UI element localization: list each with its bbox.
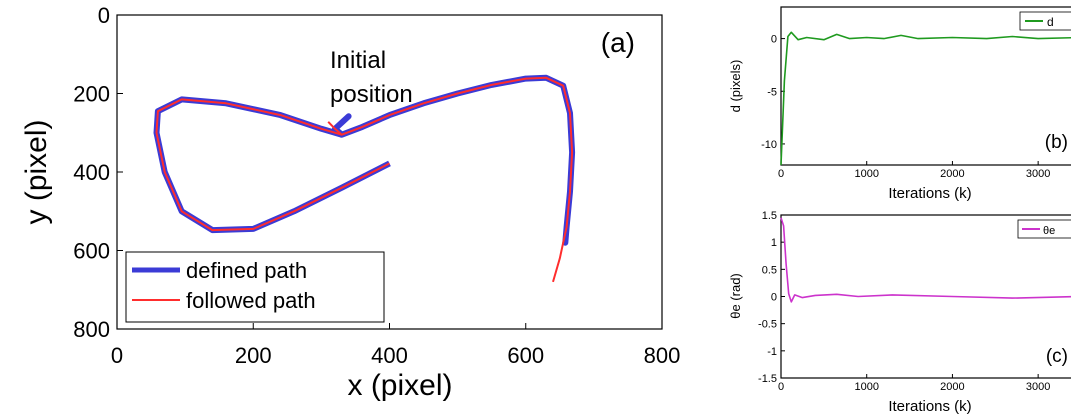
panel-a-y-ticks: 0 200 400 600 800: [73, 3, 123, 342]
panel-a-x-tick-label: 0: [111, 343, 123, 368]
panel-c-y-tick-label: -1.5: [758, 373, 777, 385]
panel-c-y-tick-label: 0: [771, 292, 777, 304]
followed-path-line: [327, 76, 574, 283]
panel-c: 0 1000 2000 3000 1.5 1 0.5 0 -0.5 -1 -1.5 Iterati…: [728, 210, 1071, 415]
panel-a-y-tick-label: 0: [98, 3, 110, 28]
panel-a-x-tick-label: 400: [371, 343, 408, 368]
panel-b-x-axis-label: Iterations (k): [888, 185, 971, 202]
panel-c-plot-lines: [780, 217, 1071, 303]
panel-a-x-tick-label: 600: [507, 343, 544, 368]
panel-b-x-tick-label: 3000: [1026, 168, 1050, 180]
panel-a-y-tick-label: 400: [73, 160, 110, 185]
panel-b-legend-box: [1019, 11, 1071, 31]
panel-a-annotation-line1: Initial: [330, 47, 386, 74]
panel-b-y-axis-label: d (pixels): [728, 60, 743, 113]
panel-a-y-axis-label: y (pixel): [20, 119, 53, 224]
panel-c-legend-box: [1017, 219, 1071, 239]
panel-b-x-tick-label: 2000: [940, 168, 964, 180]
panel-b-x-tick-label: 0: [778, 168, 784, 180]
panel-b-legend: d: [1019, 11, 1071, 31]
panel-a-x-tick-label: 800: [644, 343, 681, 368]
panel-a-x-ticks: 0 200 400 600 800: [111, 323, 680, 368]
panel-c-x-tick-label: 2000: [940, 381, 964, 393]
panel-b-label: (b): [1045, 132, 1068, 153]
panel-b-plot-lines: [780, 31, 1071, 166]
panel-a-y-tick-label: 600: [73, 239, 110, 264]
panel-a-annotation-line2: position: [330, 81, 413, 108]
panel-b-x-ticks: 0 1000 2000 3000: [778, 161, 1050, 180]
followed-path-loop: [155, 98, 390, 232]
panel-b-x-tick-label: 1000: [854, 168, 878, 180]
panel-c-x-ticks: 0 1000 2000 3000: [778, 374, 1050, 393]
panel-c-y-tick-label: 1.5: [762, 210, 777, 222]
panel-c-x-tick-label: 3000: [1026, 381, 1050, 393]
panel-a-y-tick-label: 800: [73, 317, 110, 342]
panel-c-x-tick-label: 1000: [854, 381, 878, 393]
panel-c-y-tick-label: -1: [767, 346, 777, 358]
legend-label-theta-e: θe: [1043, 225, 1055, 237]
panel-c-label: (c): [1046, 346, 1068, 367]
panel-b-y-tick-label: -10: [761, 139, 777, 151]
legend-label-defined-path: defined path: [186, 258, 307, 283]
panel-a-label: (a): [601, 27, 635, 58]
panel-c-y-tick-label: 1: [771, 237, 777, 249]
panel-b-series-line: [780, 31, 1071, 166]
panel-b: 0 1000 2000 3000 0 -5 -10 Iterations (k) d (p…: [728, 6, 1071, 202]
panel-a-legend: defined path followed path: [125, 251, 385, 323]
panel-a-x-axis-label: x (pixel): [347, 369, 452, 402]
panel-b-axes-box: [780, 6, 1071, 166]
panel-a: 0 200 400 600 800 0 200 400 600 800 x (pixel) y …: [20, 3, 680, 402]
legend-label-d: d: [1047, 15, 1054, 29]
panel-a-x-tick-label: 200: [235, 343, 272, 368]
panel-a-y-tick-label: 200: [73, 82, 110, 107]
panel-b-y-tick-label: 0: [771, 34, 777, 46]
panel-b-y-tick-label: -5: [767, 86, 777, 98]
legend-label-followed-path: followed path: [186, 288, 316, 313]
defined-path-loop: [153, 96, 391, 234]
panel-c-y-ticks: 1.5 1 0.5 0 -0.5 -1 -1.5: [758, 210, 785, 385]
panel-c-x-axis-label: Iterations (k): [888, 398, 971, 415]
panel-c-y-axis-label: θe (rad): [728, 273, 743, 319]
panel-c-x-tick-label: 0: [778, 381, 784, 393]
panel-c-y-tick-label: 0.5: [762, 264, 777, 276]
panel-c-series-line: [780, 217, 1071, 303]
panel-c-legend: θe: [1017, 219, 1071, 239]
panel-b-y-ticks: 0 -5 -10: [761, 34, 785, 151]
panel-a-plot-lines: [153, 74, 576, 283]
panel-c-y-tick-label: -0.5: [758, 319, 777, 331]
panel-a-legend-box: [125, 251, 385, 323]
